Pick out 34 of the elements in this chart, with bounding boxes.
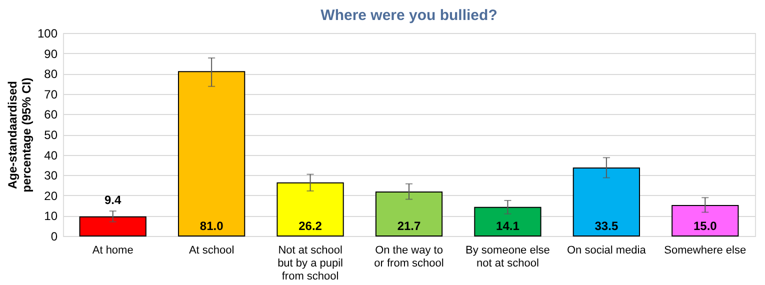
y-tick-label: 90 — [44, 46, 58, 61]
y-tick-label: 10 — [44, 209, 58, 224]
x-tick-label: On social media — [566, 244, 647, 256]
x-tick-label: Somewhere else — [664, 244, 746, 256]
data-label: 81.0 — [200, 218, 224, 233]
x-tick-label: At school — [188, 244, 234, 256]
bar — [474, 206, 542, 236]
bar — [672, 205, 739, 236]
bar — [375, 191, 443, 236]
data-label: 26.2 — [298, 218, 322, 233]
y-tick-label: 60 — [44, 108, 58, 122]
y-tick-label: 20 — [44, 188, 58, 203]
y-tick-label: 50 — [44, 128, 58, 142]
y-tick-label: 30 — [44, 168, 58, 183]
data-label: 21.7 — [397, 218, 421, 233]
data-label: 33.5 — [594, 218, 618, 233]
y-tick-label: 100 — [37, 26, 58, 40]
x-tick-label: By someone else not at school — [466, 244, 550, 270]
x-tick-label: Not at school but by a pupil from school — [278, 244, 344, 282]
data-label: 14.1 — [496, 218, 520, 233]
bar — [79, 216, 146, 236]
x-tick-label: At home — [92, 244, 134, 256]
bar — [178, 71, 246, 236]
y-tick-label: 40 — [44, 148, 58, 162]
y-tick-label: 0 — [50, 230, 58, 244]
data-label: 9.4 — [104, 192, 122, 207]
bar — [572, 167, 640, 236]
y-tick-label: 80 — [44, 67, 58, 82]
data-label: 15.0 — [693, 218, 718, 233]
y-axis-title: Age-standaardised percentage (95% CI) — [5, 78, 34, 192]
chart-title: Where were you bullied? — [320, 7, 498, 24]
x-tick-label: On the way to or from school — [374, 244, 444, 270]
y-tick-label: 70 — [44, 87, 58, 102]
bar — [276, 182, 344, 236]
